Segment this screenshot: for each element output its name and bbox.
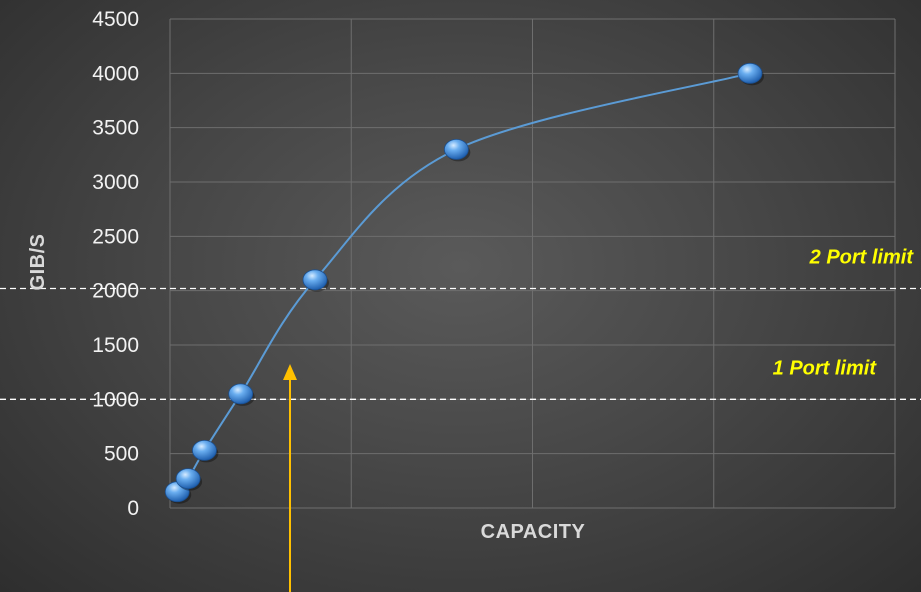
y-tick-label: 2500 — [92, 225, 139, 248]
reference-line-label: 1 Port limit — [773, 357, 878, 379]
reference-lines: 2 Port limit 1 Port limit — [0, 246, 921, 400]
y-tick-label: 1500 — [92, 334, 139, 357]
series-line — [176, 72, 751, 493]
data-point — [228, 383, 254, 405]
reference-line-label: 2 Port limit — [809, 246, 915, 268]
data-point — [192, 440, 217, 461]
data-point — [175, 468, 201, 490]
y-tick-label: 3500 — [92, 117, 139, 140]
annotation-arrow-head — [283, 364, 297, 380]
y-tick-label: 0 — [127, 497, 139, 520]
data-point — [443, 138, 469, 160]
data-point — [737, 62, 763, 84]
y-axis-title: GIB/S — [27, 234, 49, 291]
data-points — [164, 62, 764, 504]
data-point — [302, 269, 328, 291]
y-tick-label: 2000 — [92, 280, 139, 303]
y-tick-label: 4000 — [92, 62, 139, 85]
y-tick-label: 3000 — [92, 171, 139, 194]
x-axis-title: CAPACITY — [481, 521, 586, 543]
y-tick-label: 4500 — [92, 8, 139, 31]
y-tick-label: 500 — [104, 443, 139, 466]
grid — [169, 18, 896, 509]
